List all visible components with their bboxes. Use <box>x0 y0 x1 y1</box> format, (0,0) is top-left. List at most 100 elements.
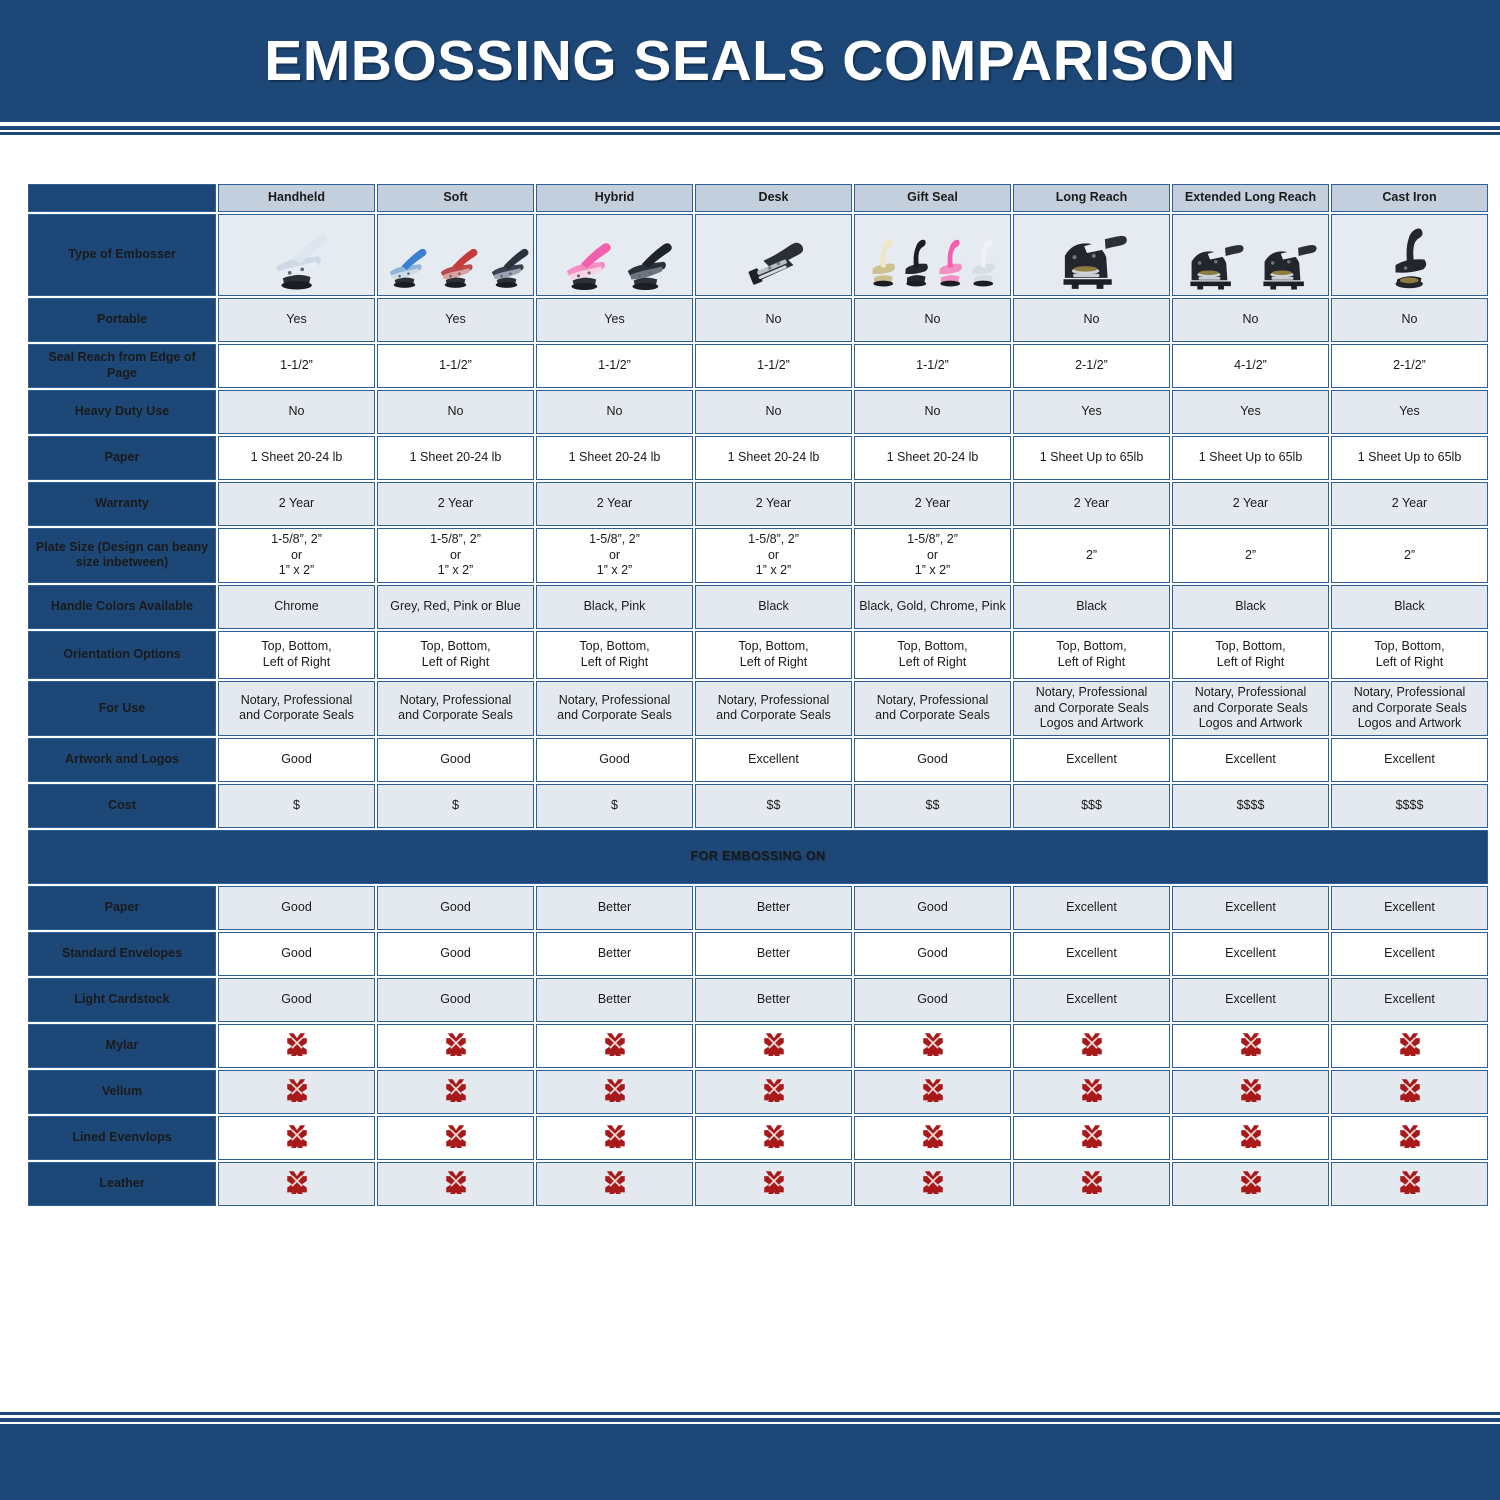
table-cell: Notary, Professional and Corporate Seals… <box>1331 680 1488 736</box>
table-cell: Good <box>854 885 1011 930</box>
row-label-mylar: Mylar <box>28 1023 216 1068</box>
cell-unsupported <box>1172 1023 1329 1068</box>
row-label-for-use: For Use <box>28 680 216 736</box>
table-cell: 1-5/8”, 2” or 1” x 2” <box>377 528 534 583</box>
section-banner-for-embossing-on: FOR EMBOSSING ON <box>28 829 1488 884</box>
table-cell: 1 Sheet Up to 65lb <box>1172 436 1329 480</box>
table-row: Heavy Duty Use No No No No No Yes Yes Yes <box>28 390 1488 434</box>
table-cell: Excellent <box>1331 737 1488 782</box>
table-cell: Yes <box>1013 390 1170 434</box>
table-cell: 2-1/2” <box>1331 344 1488 388</box>
table-row: Warranty 2 Year 2 Year 2 Year 2 Year 2 Year 2 … <box>28 482 1488 526</box>
table-cell: 1 Sheet 20-24 lb <box>536 436 693 480</box>
table-cell: Yes <box>377 298 534 342</box>
table-cell: 1-5/8”, 2” or 1” x 2” <box>218 528 375 583</box>
product-image-cell <box>695 214 852 296</box>
cast-iron-embosser-icon <box>1334 217 1485 293</box>
table-cell: Excellent <box>695 737 852 782</box>
table-cell: Black, Pink <box>536 584 693 629</box>
cell-unsupported <box>1013 1023 1170 1068</box>
table-cell: Good <box>377 931 534 976</box>
table-row: Portable Yes Yes Yes No No No No No <box>28 298 1488 342</box>
cell-unsupported <box>218 1115 375 1160</box>
row-label-paper: Paper <box>28 436 216 480</box>
red-x-icon <box>922 1125 943 1149</box>
cell-unsupported <box>218 1069 375 1114</box>
cell-unsupported <box>854 1115 1011 1160</box>
table-cell: Chrome <box>218 584 375 629</box>
cell-unsupported <box>1013 1069 1170 1114</box>
cell-unsupported <box>1331 1161 1488 1206</box>
table-header: Handheld Soft Hybrid Desk Gift Seal Long Reac… <box>28 184 1488 212</box>
table-cell: Excellent <box>1331 931 1488 976</box>
cell-unsupported <box>854 1161 1011 1206</box>
table-cell: 1-1/2” <box>377 344 534 388</box>
red-x-icon <box>1081 1033 1102 1057</box>
row-label-handle-colors-available: Handle Colors Available <box>28 584 216 629</box>
red-x-icon <box>763 1033 784 1057</box>
row-label-lined-evenvlops: Lined Evenvlops <box>28 1115 216 1160</box>
table-cell: 1-1/2” <box>854 344 1011 388</box>
red-x-icon <box>1240 1125 1261 1149</box>
table-cell: Top, Bottom, Left of Right <box>854 630 1011 679</box>
table-cell: 4-1/2” <box>1172 344 1329 388</box>
row-label-orientation-options: Orientation Options <box>28 630 216 679</box>
table-cell: 1-1/2” <box>695 344 852 388</box>
cell-unsupported <box>1172 1161 1329 1206</box>
table-cell: Yes <box>536 298 693 342</box>
product-image-cell <box>1172 214 1329 296</box>
table-cell: Black <box>1331 584 1488 629</box>
red-x-icon <box>1240 1033 1261 1057</box>
red-x-icon <box>286 1079 307 1103</box>
table-cell: Excellent <box>1172 885 1329 930</box>
page-title-banner: EMBOSSING SEALS COMPARISON <box>0 0 1500 122</box>
table-cell: Better <box>536 885 693 930</box>
table-cell: Good <box>377 977 534 1022</box>
table-cell: Yes <box>1172 390 1329 434</box>
section-banner-row: FOR EMBOSSING ON <box>28 829 1488 884</box>
row-label-plate-size-design-can-beany-size-inbetween: Plate Size (Design can beany size inbetw… <box>28 528 216 583</box>
table-cell: No <box>1172 298 1329 342</box>
table-cell: 1 Sheet 20-24 lb <box>695 436 852 480</box>
cell-unsupported <box>695 1023 852 1068</box>
table-row: Cost $ $ $ $$ $$ $$$ $$$$ $$$$ <box>28 783 1488 828</box>
table-row: Paper Good Good Better Better Good Excellent Ex… <box>28 885 1488 930</box>
red-x-icon <box>604 1033 625 1057</box>
cell-unsupported <box>536 1023 693 1068</box>
table-cell: 2” <box>1013 528 1170 583</box>
table-cell: 2 Year <box>854 482 1011 526</box>
table-cell: $ <box>536 783 693 828</box>
cell-unsupported <box>536 1115 693 1160</box>
red-x-icon <box>922 1079 943 1103</box>
table-cell: Grey, Red, Pink or Blue <box>377 584 534 629</box>
column-header-long-reach: Long Reach <box>1013 184 1170 212</box>
red-x-icon <box>922 1033 943 1057</box>
cell-unsupported <box>854 1069 1011 1114</box>
cell-unsupported <box>1331 1115 1488 1160</box>
desk-embosser-icon <box>698 217 849 293</box>
red-x-icon <box>1081 1125 1102 1149</box>
table-cell: Good <box>218 977 375 1022</box>
table-cell: Excellent <box>1172 737 1329 782</box>
table-cell: Good <box>218 737 375 782</box>
table-row: Vellum <box>28 1069 1488 1114</box>
table-cell: 2 Year <box>377 482 534 526</box>
table-cell: 2 Year <box>1331 482 1488 526</box>
table-cell: Good <box>536 737 693 782</box>
product-image-cell <box>377 214 534 296</box>
table-cell: Top, Bottom, Left of Right <box>377 630 534 679</box>
table-cell: 2-1/2” <box>1013 344 1170 388</box>
table-cell: No <box>854 298 1011 342</box>
table-cell: Good <box>218 931 375 976</box>
red-x-icon <box>286 1125 307 1149</box>
row-label-vellum: Vellum <box>28 1069 216 1114</box>
cell-unsupported <box>536 1069 693 1114</box>
table-cell: No <box>377 390 534 434</box>
row-label-light-cardstock: Light Cardstock <box>28 977 216 1022</box>
column-header-gift-seal: Gift Seal <box>854 184 1011 212</box>
table-cell: 1-1/2” <box>218 344 375 388</box>
column-header-cast-iron: Cast Iron <box>1331 184 1488 212</box>
table-cell: Black <box>695 584 852 629</box>
table-cell: $$$ <box>1013 783 1170 828</box>
hybrid-embosser-icon <box>539 217 690 293</box>
